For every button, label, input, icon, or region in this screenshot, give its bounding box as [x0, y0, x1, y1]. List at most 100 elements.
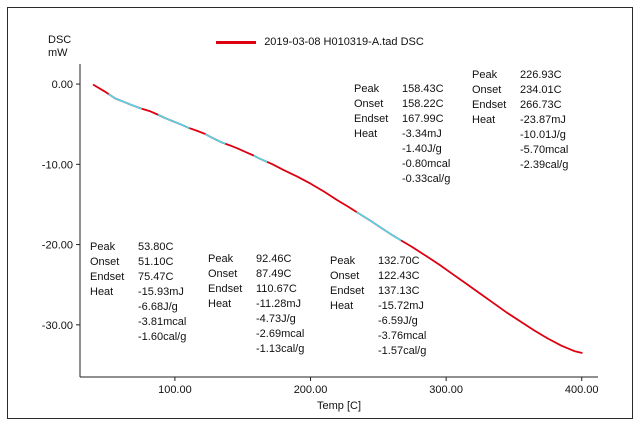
analysis-row: -1.57cal/g [330, 344, 426, 359]
analysis-row: Endset 167.99C [354, 112, 450, 127]
analysis-row-label: Peak [354, 83, 380, 95]
analysis-row: Heat -3.34mJ [354, 127, 450, 142]
x-tick-label: 400.00 [565, 384, 599, 396]
y-tick-label: -20.00 [42, 240, 73, 252]
analysis-row-label: Endset [472, 99, 507, 111]
analysis-row-value: 234.01C [520, 84, 562, 96]
analysis-row: Endset 75.47C [90, 270, 186, 285]
analysis-row-value: 51.10C [138, 256, 174, 268]
analysis-row-label: Heat [354, 128, 378, 140]
analysis-highlight-segment [253, 154, 268, 163]
plot-area: 0.00 -10.00 -20.00 -30.00 100.00 200.00 300.00… [42, 64, 599, 396]
analysis-row-value: -1.40J/g [402, 143, 442, 155]
dsc-thermogram-figure: 2019-03-08 H010319-A.tad DSC DSC mW 0.00… [7, 7, 633, 419]
x-tick-label: 300.00 [429, 384, 463, 396]
analysis-row: -6.59J/g [330, 314, 426, 329]
analysis-row-value: -1.60cal/g [138, 331, 187, 343]
analysis-row-value: 53.80C [138, 241, 174, 253]
analysis-row: Onset 158.22C [354, 97, 450, 112]
analysis-row-value: 122.43C [378, 270, 420, 282]
analysis-row-value: 132.70C [378, 255, 420, 267]
analysis-row-value: -15.93mJ [138, 286, 184, 298]
analysis-row-label: Peak [330, 255, 356, 267]
analysis-row-label: Heat [90, 286, 114, 298]
analysis-row-value: -3.76mcal [378, 330, 427, 342]
analysis-row-value: 226.93C [520, 69, 562, 81]
analysis-row: Peak 132.70C [330, 254, 426, 269]
analysis-row: Endset 110.67C [208, 282, 304, 297]
analysis-row: -2.39cal/g [472, 158, 568, 173]
analysis-row-value: -1.57cal/g [378, 345, 427, 357]
analysis-row: -1.13cal/g [208, 342, 304, 357]
analysis-row: -6.68J/g [90, 300, 186, 315]
analysis-row: -4.73J/g [208, 312, 304, 327]
analysis-row: -3.81mcal [90, 315, 186, 330]
analysis-row-value: -23.87mJ [520, 114, 566, 126]
analysis-row-label: Peak [472, 69, 498, 81]
analysis-row: Heat -23.87mJ [472, 113, 568, 128]
y-tick-label: -30.00 [42, 320, 73, 332]
analysis-row-value: 158.22C [402, 98, 444, 110]
analysis-row: -3.76mcal [330, 329, 426, 344]
analysis-row-value: -4.73J/g [256, 313, 296, 325]
analysis-row: Peak 226.93C [472, 68, 568, 83]
analysis-row-value: -0.80mcal [402, 158, 451, 170]
analysis-row: -10.01J/g [472, 128, 568, 143]
analysis-row-label: Endset [354, 113, 389, 125]
analysis-row-value: -5.70mcal [520, 144, 569, 156]
analysis-row-value: -6.68J/g [138, 301, 178, 313]
analysis-row: -0.80mcal [354, 157, 450, 172]
legend-line-swatch [216, 40, 257, 44]
analysis-row-value: -6.59J/g [378, 315, 418, 327]
analysis-row-value: 137.13C [378, 285, 420, 297]
analysis-row: -1.60cal/g [90, 330, 186, 345]
x-axis-title: Temp [C] [316, 400, 361, 412]
analysis-row-label: Peak [208, 253, 234, 265]
analysis-row-value: 266.73C [520, 99, 562, 111]
analysis-highlight-segment [108, 93, 142, 110]
analysis-block-peak5: Peak 226.93C Onset 234.01C Endset 266.73C Heat… [472, 68, 568, 173]
analysis-row-value: -11.28mJ [256, 298, 302, 310]
analysis-row: Peak 53.80C [90, 240, 186, 255]
analysis-row: Peak 158.43C [354, 82, 450, 97]
analysis-row: Heat -11.28mJ [208, 297, 304, 312]
analysis-row-label: Onset [330, 270, 360, 282]
analysis-row: Heat -15.93mJ [90, 285, 186, 300]
analysis-block-peak3: Peak 132.70C Onset 122.43C Endset 137.13C Heat… [330, 254, 426, 359]
analysis-row: Heat -15.72mJ [330, 299, 426, 314]
y-axis-title: DSC mW [48, 34, 71, 60]
x-tick-label: 200.00 [294, 384, 328, 396]
analysis-row-label: Onset [472, 84, 502, 96]
analysis-row-value: 92.46C [256, 253, 292, 265]
analysis-row-value: -10.01J/g [520, 129, 566, 141]
analysis-row: -2.69mcal [208, 327, 304, 342]
analysis-row-value: 158.43C [402, 83, 444, 95]
analysis-row: Peak 92.46C [208, 252, 304, 267]
analysis-row-label: Endset [208, 283, 243, 295]
analysis-block-peak1: Peak 53.80C Onset 51.10C Endset 75.47C Heat -15… [90, 240, 186, 345]
y-axis-title-line2: mW [48, 47, 68, 59]
x-tick-label: 100.00 [158, 384, 192, 396]
analysis-row-value: -3.81mcal [138, 316, 187, 328]
analysis-row-value: -2.39cal/g [520, 159, 569, 171]
analysis-row: Onset 87.49C [208, 267, 304, 282]
analysis-row: -0.33cal/g [354, 172, 450, 187]
analysis-row-label: Endset [330, 285, 365, 297]
analysis-row-label: Onset [208, 268, 238, 280]
analysis-block-peak2: Peak 92.46C Onset 87.49C Endset 110.67C Heat -1… [208, 252, 304, 357]
analysis-row-label: Peak [90, 241, 116, 253]
analysis-row-value: -3.34mJ [402, 128, 442, 140]
analysis-row-value: -2.69mcal [256, 328, 305, 340]
analysis-row-value: 167.99C [402, 113, 444, 125]
analysis-row: -1.40J/g [354, 142, 450, 157]
analysis-row: Onset 122.43C [330, 269, 426, 284]
analysis-row-value: -15.72mJ [378, 300, 424, 312]
analysis-highlight-segment [204, 133, 226, 145]
analysis-row-label: Heat [472, 114, 496, 126]
legend-label: 2019-03-08 H010319-A.tad DSC [264, 36, 424, 48]
analysis-row-label: Onset [354, 98, 384, 110]
analysis-row: Onset 234.01C [472, 83, 568, 98]
analysis-row: -5.70mcal [472, 143, 568, 158]
analysis-row-label: Endset [90, 271, 125, 283]
analysis-row-label: Heat [208, 298, 232, 310]
